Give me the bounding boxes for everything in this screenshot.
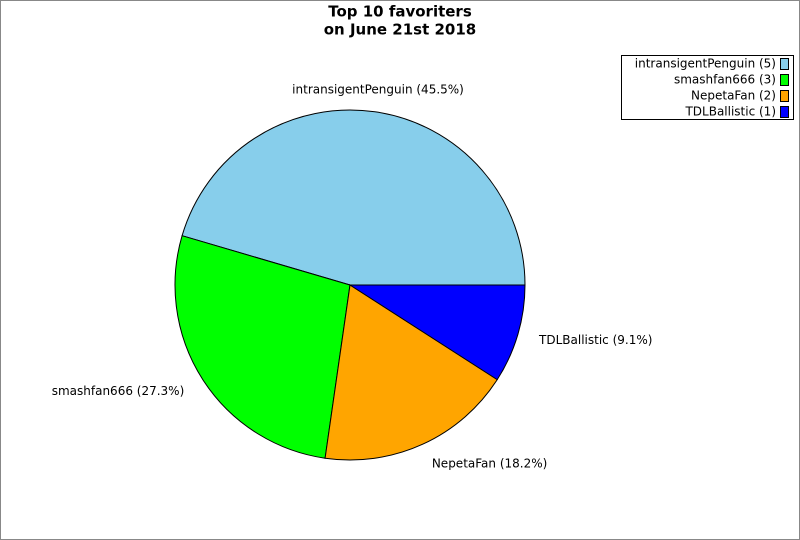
- pie-slice: [348, 284, 526, 381]
- slice-label: TDLBallistic (9.1%): [538, 333, 652, 347]
- legend-label: NepetaFan (2): [691, 89, 776, 103]
- pie-slice: [324, 284, 498, 461]
- legend-box: [621, 55, 794, 120]
- pie-slice: [181, 109, 526, 286]
- legend-swatch: [780, 58, 789, 70]
- legend-swatch: [780, 74, 789, 86]
- slice-label: NepetaFan (18.2%): [432, 457, 547, 471]
- legend-label: TDLBallistic (1): [684, 105, 776, 119]
- pie-slice: [174, 235, 351, 459]
- legend-label: intransigentPenguin (5): [635, 57, 776, 71]
- slice-label: smashfan666 (27.3%): [52, 384, 185, 398]
- chart-title: Top 10 favoriters: [328, 3, 472, 21]
- legend-swatch: [780, 106, 789, 118]
- legend-label: smashfan666 (3): [674, 73, 776, 87]
- slice-label: intransigentPenguin (45.5%): [292, 83, 464, 97]
- legend-swatch: [780, 90, 789, 102]
- chart-subtitle: on June 21st 2018: [324, 21, 476, 39]
